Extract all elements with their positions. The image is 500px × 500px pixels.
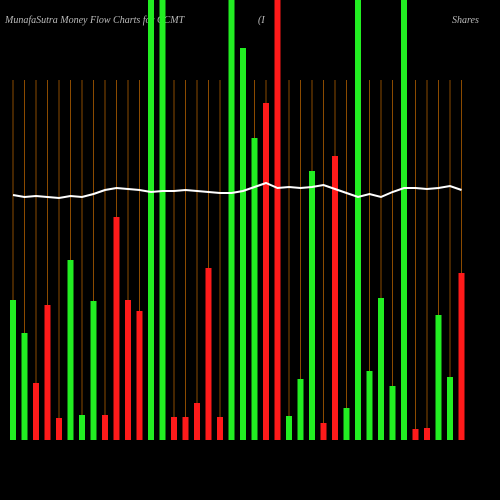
bar <box>21 333 28 440</box>
bar <box>125 300 131 440</box>
bar <box>56 418 62 440</box>
bar <box>458 273 465 440</box>
bar <box>205 268 212 440</box>
bar <box>33 383 39 440</box>
bar <box>320 423 327 440</box>
bar <box>332 156 338 440</box>
bar <box>424 428 430 440</box>
bar <box>10 300 16 440</box>
bar <box>401 0 407 440</box>
bar <box>102 415 108 440</box>
bar <box>159 0 166 440</box>
bar <box>343 408 350 440</box>
bar <box>412 429 419 440</box>
bar <box>44 305 51 440</box>
bar <box>148 0 154 440</box>
bar <box>447 377 453 440</box>
bar <box>378 298 384 440</box>
bar <box>251 138 258 440</box>
bar <box>286 416 292 440</box>
bar <box>67 260 74 440</box>
bar <box>194 403 200 440</box>
bar <box>309 171 315 440</box>
bar <box>182 417 189 440</box>
bar <box>136 311 143 440</box>
chart-subtitle: (I <box>258 15 265 26</box>
bar <box>113 217 120 440</box>
bar <box>355 0 361 440</box>
bar <box>240 48 246 440</box>
bar <box>435 315 442 440</box>
bar <box>171 417 177 440</box>
bar <box>297 379 304 440</box>
bar <box>90 301 97 440</box>
bar <box>389 386 396 440</box>
bar <box>79 415 85 440</box>
bar <box>263 103 269 440</box>
bar <box>274 0 281 440</box>
chart-title: MunafaSutra Money Flow Charts for CCMT <box>4 15 186 26</box>
bar <box>366 371 373 440</box>
bar <box>217 417 223 440</box>
annotation: Shares <box>452 15 479 26</box>
bar <box>228 0 235 440</box>
line <box>12 181 462 200</box>
